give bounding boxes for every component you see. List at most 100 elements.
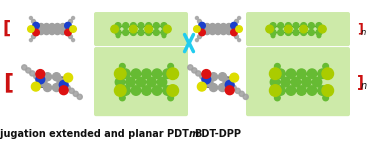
Circle shape <box>70 26 76 32</box>
Circle shape <box>226 29 232 35</box>
Circle shape <box>142 69 151 78</box>
Circle shape <box>43 73 51 81</box>
Circle shape <box>119 95 125 101</box>
Circle shape <box>34 74 39 79</box>
Circle shape <box>218 73 226 81</box>
Circle shape <box>68 35 73 39</box>
Circle shape <box>307 69 317 78</box>
Text: BDT-DPP: BDT-DPP <box>195 129 242 139</box>
Circle shape <box>209 24 215 30</box>
Circle shape <box>188 65 193 70</box>
Circle shape <box>220 29 226 35</box>
Circle shape <box>286 69 296 78</box>
Circle shape <box>168 63 174 69</box>
Circle shape <box>121 86 130 95</box>
Circle shape <box>323 63 328 69</box>
Circle shape <box>286 86 296 95</box>
Circle shape <box>64 73 73 82</box>
Circle shape <box>54 29 60 35</box>
Circle shape <box>196 71 201 76</box>
Circle shape <box>59 86 68 95</box>
Circle shape <box>22 65 27 70</box>
Circle shape <box>220 24 226 30</box>
Circle shape <box>270 30 276 35</box>
Circle shape <box>198 35 201 39</box>
Circle shape <box>161 30 167 35</box>
Circle shape <box>266 25 273 33</box>
Circle shape <box>38 24 44 30</box>
Circle shape <box>71 17 74 20</box>
Circle shape <box>65 85 70 90</box>
Circle shape <box>33 22 39 29</box>
Circle shape <box>317 34 321 38</box>
Circle shape <box>223 78 231 86</box>
Circle shape <box>69 88 74 93</box>
Circle shape <box>123 23 129 29</box>
Circle shape <box>162 34 166 38</box>
Circle shape <box>215 29 221 35</box>
Circle shape <box>153 23 159 29</box>
Circle shape <box>276 86 285 95</box>
Circle shape <box>225 80 234 89</box>
Circle shape <box>168 95 174 101</box>
Circle shape <box>59 80 68 89</box>
Circle shape <box>153 30 159 35</box>
Circle shape <box>204 29 210 35</box>
Circle shape <box>301 23 307 29</box>
Circle shape <box>291 77 301 87</box>
Circle shape <box>270 77 280 87</box>
Circle shape <box>111 25 118 33</box>
Circle shape <box>60 24 66 30</box>
Circle shape <box>205 78 213 86</box>
Circle shape <box>274 63 280 69</box>
Circle shape <box>115 23 121 29</box>
Circle shape <box>36 70 45 78</box>
Text: n: n <box>361 81 367 91</box>
Circle shape <box>235 20 239 23</box>
Circle shape <box>271 34 275 38</box>
Circle shape <box>239 91 244 96</box>
Circle shape <box>231 29 237 36</box>
Circle shape <box>68 20 73 23</box>
Text: [: [ <box>3 72 13 92</box>
Circle shape <box>293 30 299 35</box>
Circle shape <box>157 77 167 87</box>
Circle shape <box>123 30 129 35</box>
Circle shape <box>43 84 51 91</box>
Circle shape <box>53 84 60 91</box>
Circle shape <box>142 86 151 95</box>
Circle shape <box>197 82 206 91</box>
Circle shape <box>116 34 120 38</box>
Circle shape <box>230 73 239 82</box>
Circle shape <box>29 17 33 20</box>
Circle shape <box>200 74 205 79</box>
Circle shape <box>53 73 60 81</box>
Circle shape <box>218 84 226 91</box>
Circle shape <box>194 26 200 32</box>
Circle shape <box>235 88 240 93</box>
Circle shape <box>115 30 121 35</box>
Circle shape <box>243 94 248 99</box>
Circle shape <box>36 75 45 84</box>
Circle shape <box>231 85 236 90</box>
Circle shape <box>195 17 198 20</box>
Circle shape <box>278 30 284 35</box>
Circle shape <box>226 24 232 30</box>
Circle shape <box>192 68 197 73</box>
Circle shape <box>270 23 276 29</box>
Circle shape <box>115 77 125 87</box>
Circle shape <box>195 39 198 42</box>
Circle shape <box>316 30 322 35</box>
Circle shape <box>57 78 65 86</box>
Circle shape <box>161 23 167 29</box>
Circle shape <box>236 26 242 32</box>
Circle shape <box>302 77 311 87</box>
Circle shape <box>215 24 221 30</box>
Circle shape <box>225 86 234 95</box>
Circle shape <box>285 23 291 29</box>
Circle shape <box>307 86 317 95</box>
Circle shape <box>121 69 130 78</box>
FancyBboxPatch shape <box>246 12 350 46</box>
Circle shape <box>293 23 299 29</box>
Circle shape <box>136 77 146 87</box>
